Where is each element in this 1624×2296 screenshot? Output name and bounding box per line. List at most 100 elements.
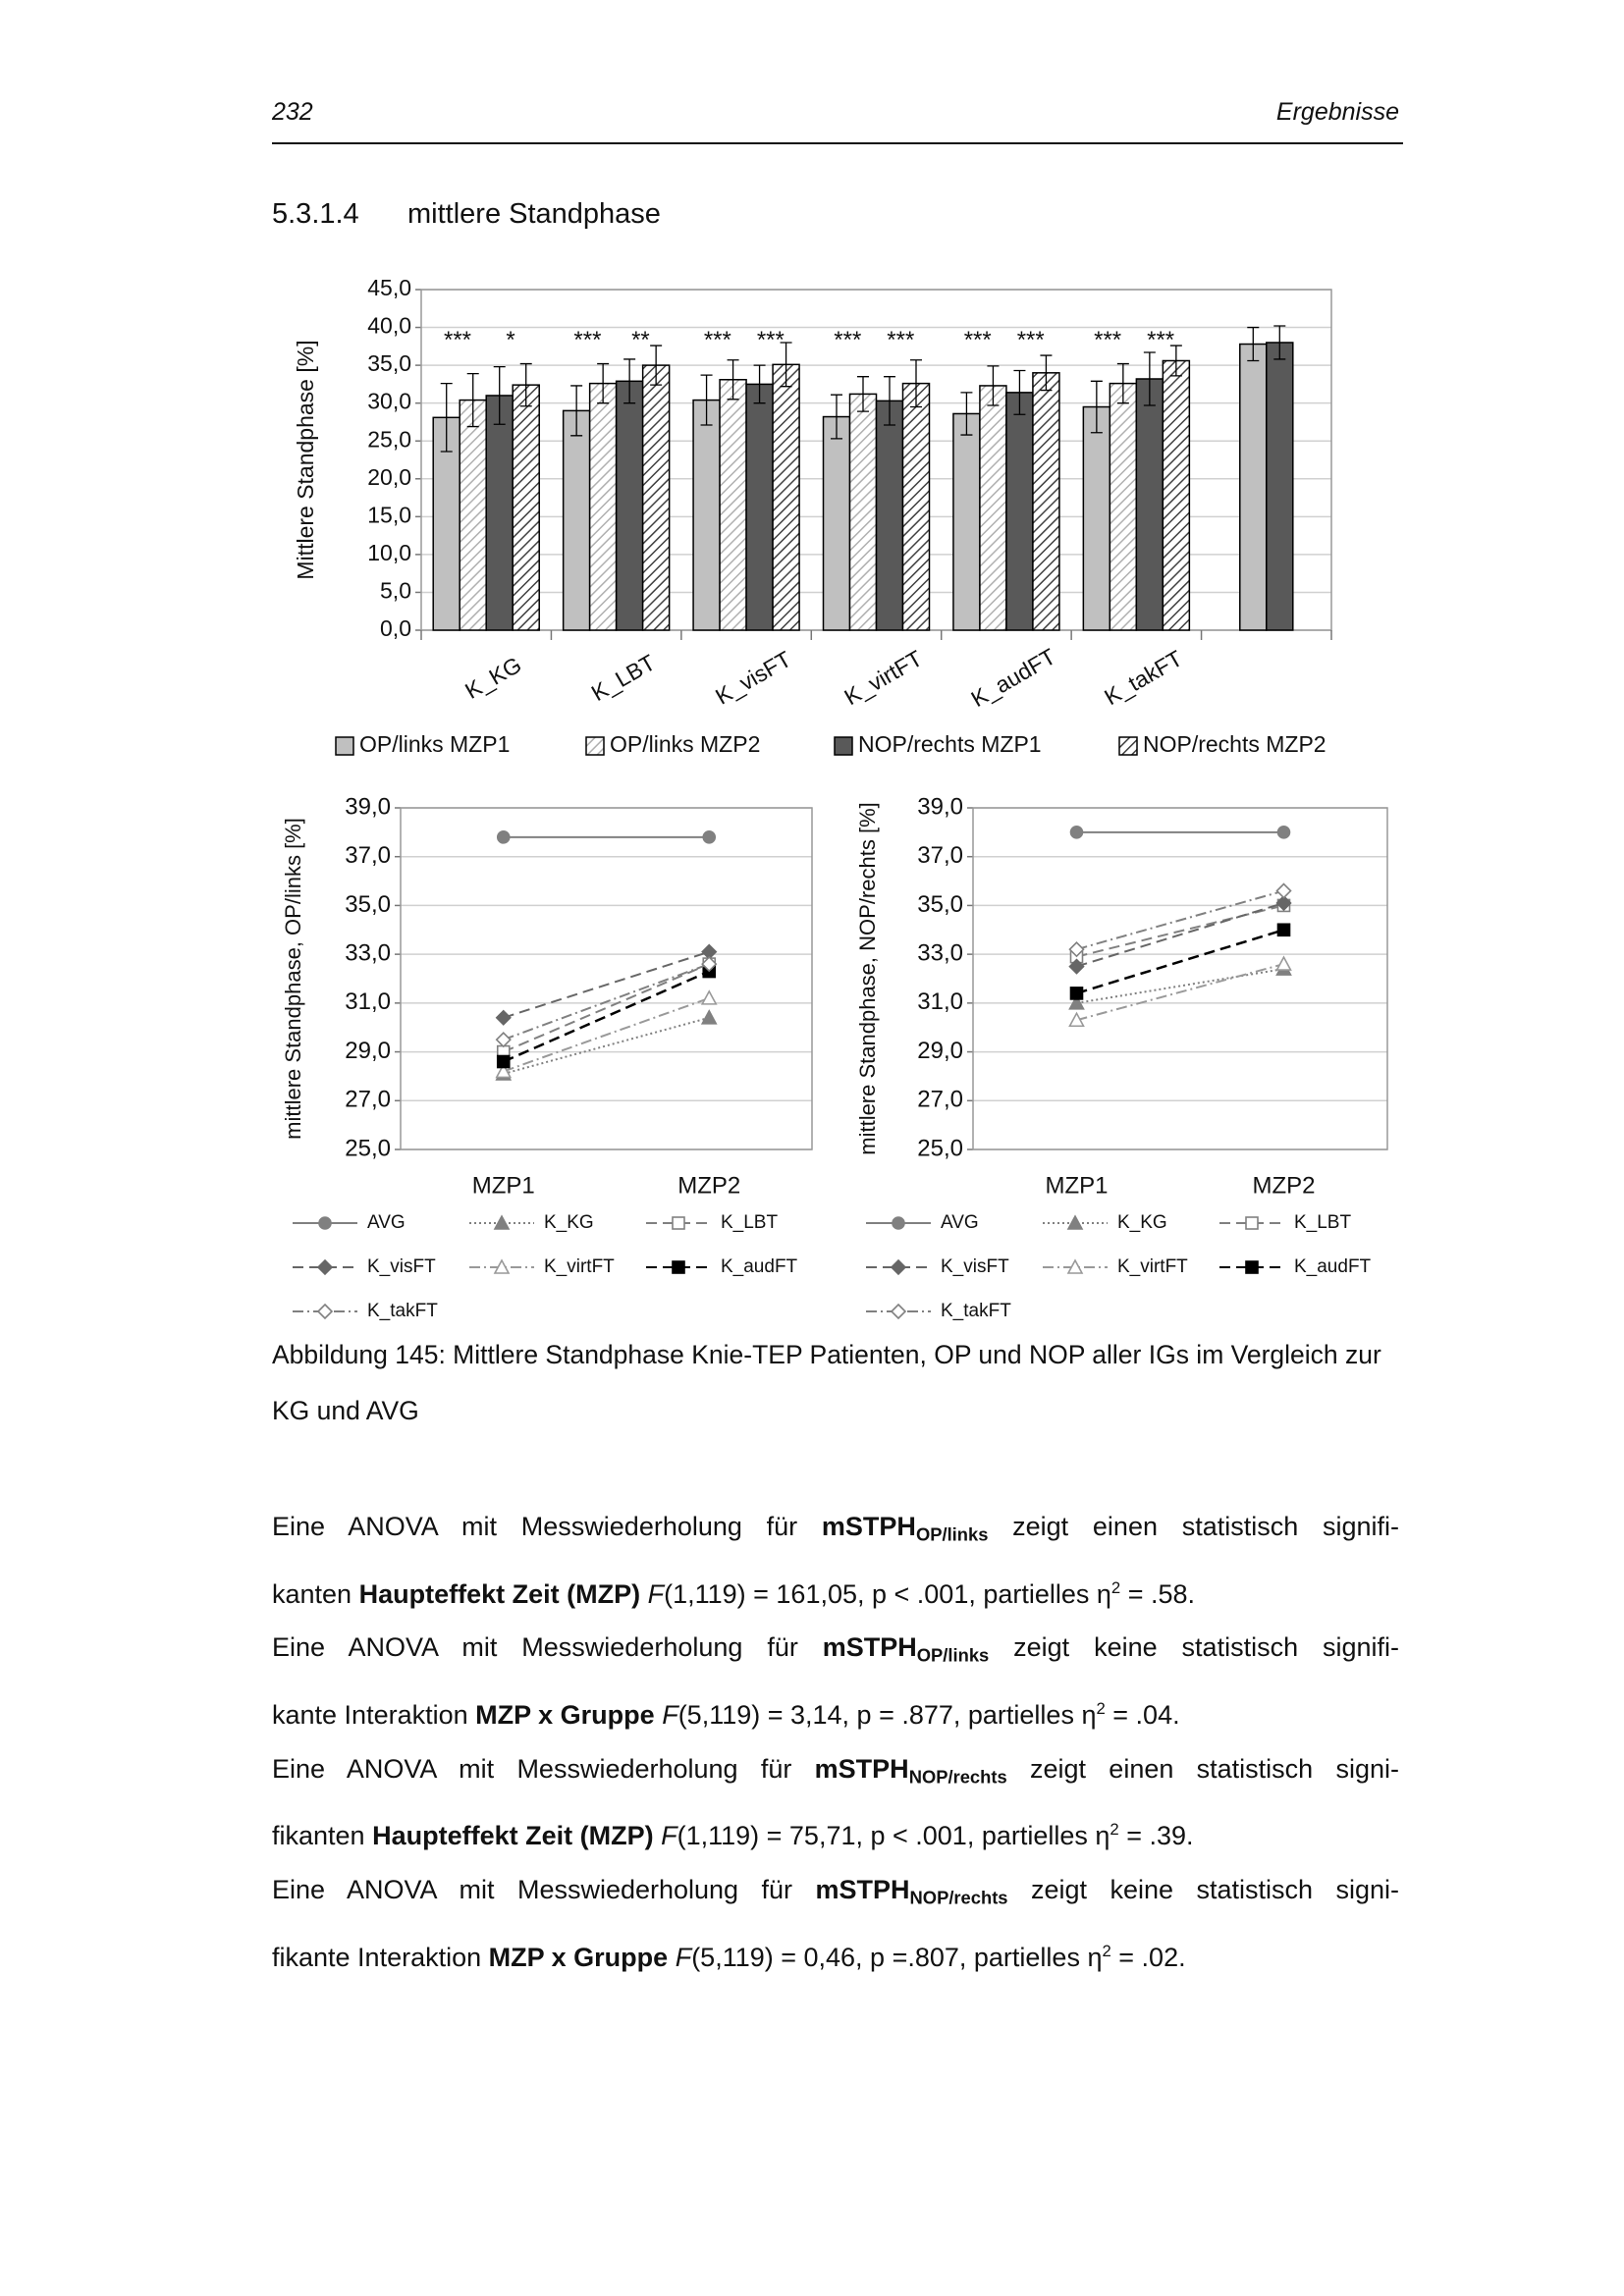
data-point (701, 955, 718, 973)
data-point (1275, 894, 1292, 912)
bar (1162, 359, 1191, 631)
y-tick-label: 31,0 (917, 988, 963, 1015)
text-run: zeigt einen statistisch signifi- (988, 1512, 1400, 1541)
legend-marker (890, 1303, 907, 1320)
y-axis-label: mittlere Standphase, OP/links [%] (281, 818, 305, 1140)
error-bar (987, 365, 1000, 406)
y-tick-label: 25,0 (917, 1135, 963, 1161)
y-tick-label: 37,0 (345, 842, 391, 869)
text-run: 2 (1096, 1699, 1106, 1719)
legend-label: K_takFT (941, 1301, 1011, 1321)
error-bar (1090, 380, 1103, 434)
error-bar (519, 362, 532, 407)
x-tick-label: K_LBT (587, 649, 660, 706)
bar (822, 415, 851, 631)
y-tick-label: 40,0 (367, 313, 411, 339)
legend-label: OP/links MZP1 (359, 731, 510, 757)
text-run: Eine ANOVA mit Messwiederholung für (272, 1875, 816, 1905)
bar (719, 379, 747, 631)
error-bar (1143, 351, 1156, 406)
text-line: kanten Haupteffekt Zeit (MZP) F(1,119) =… (272, 1558, 1399, 1619)
series-line (1076, 901, 1284, 968)
data-point (496, 1054, 511, 1069)
y-tick-label: 27,0 (345, 1087, 391, 1113)
text-run: (1,119) = 161,05, p < .001, partielles η (664, 1578, 1111, 1609)
bar (952, 412, 981, 631)
text-run (654, 1821, 662, 1850)
text-run (668, 1943, 676, 1972)
text-run: MZP x Gruppe (488, 1942, 669, 1972)
y-tick-label: 25,0 (345, 1135, 391, 1161)
error-bar (780, 342, 792, 388)
legend-label: K_LBT (1294, 1212, 1351, 1233)
x-tick-label: MZP1 (1045, 1172, 1108, 1199)
y-tick-label: 25,0 (367, 426, 411, 452)
error-bar (440, 382, 453, 453)
data-point (1275, 955, 1292, 971)
legend-label: K_LBT (721, 1212, 778, 1233)
error-bar (1273, 325, 1286, 360)
text-run: fikanten (272, 1821, 373, 1851)
y-tick-label: 33,0 (345, 939, 391, 966)
data-point (1068, 1011, 1085, 1028)
x-tick-label: K_visFT (711, 646, 795, 710)
error-bar (493, 366, 506, 425)
series-line (503, 970, 710, 1063)
data-point (700, 989, 718, 1005)
text-run: NOP/rechts (909, 1887, 1008, 1908)
text-run: Haupteffekt Zeit (MZP) (358, 1578, 641, 1609)
section-title: mittlere Standphase (407, 198, 661, 230)
text-run: kanten (272, 1578, 359, 1609)
legend-marker (316, 1258, 334, 1276)
legend-swatch (335, 736, 354, 756)
text-run: zeigt keine statistisch signifi- (989, 1632, 1400, 1663)
error-bar (884, 376, 895, 426)
data-point (495, 1062, 513, 1079)
text-line: fikante Interaktion MZP x Gruppe F(5,119… (272, 1921, 1399, 1982)
legend-label: K_virtFT (544, 1256, 615, 1277)
error-bar (1116, 362, 1129, 404)
legend-label: K_visFT (367, 1256, 436, 1277)
legend-marker (318, 1216, 332, 1230)
page-number: 232 (272, 98, 313, 126)
text-run: (5,119) = 3,14, p = .877, partielles η (677, 1700, 1097, 1731)
error-bar (650, 345, 663, 386)
bar (588, 382, 618, 631)
data-point (1276, 923, 1291, 937)
body-text: Eine ANOVA mit Messwiederholung für mSTP… (272, 1497, 1399, 1982)
text-run: Eine ANOVA mit Messwiederholung für (272, 1753, 815, 1784)
text-line: fikanten Haupteffekt Zeit (MZP) F(1,119)… (272, 1799, 1399, 1860)
y-tick-label: 5,0 (380, 578, 411, 604)
text-run: Eine ANOVA mit Messwiederholung für (272, 1632, 823, 1663)
text-run (640, 1579, 648, 1609)
legend-label: NOP/rechts MZP2 (1143, 731, 1326, 757)
bar (432, 416, 460, 631)
legend-label: OP/links MZP2 (610, 731, 760, 757)
text-run: = .02. (1110, 1942, 1186, 1972)
x-tick-label: K_takFT (1100, 645, 1186, 710)
y-tick-label: 0,0 (380, 615, 411, 641)
legend-label: K_KG (544, 1212, 594, 1233)
section-number: 5.3.1.4 (272, 198, 359, 230)
legend-label: K_audFT (721, 1256, 798, 1277)
legend-marker (1066, 1258, 1084, 1274)
bar (875, 400, 904, 631)
legend-marker (1245, 1260, 1259, 1274)
y-tick-label: 35,0 (367, 350, 411, 376)
y-tick-label: 20,0 (367, 464, 411, 490)
y-tick-label: 39,0 (917, 793, 963, 820)
legend-label: K_takFT (367, 1301, 438, 1321)
significance-label: *** (1147, 327, 1174, 353)
text-run: = .04. (1105, 1700, 1180, 1731)
text-line: Eine ANOVA mit Messwiederholung für mSTP… (272, 1618, 1399, 1679)
data-point (1069, 987, 1084, 1000)
legend-marker (672, 1260, 685, 1274)
series-line (503, 963, 710, 1053)
error-bar (753, 364, 766, 404)
legend-label: K_KG (1117, 1212, 1167, 1233)
error-bar (727, 359, 739, 400)
text-run: zeigt keine statistisch signi- (1007, 1875, 1399, 1905)
bar (1005, 392, 1034, 631)
series-line (1076, 963, 1284, 1022)
